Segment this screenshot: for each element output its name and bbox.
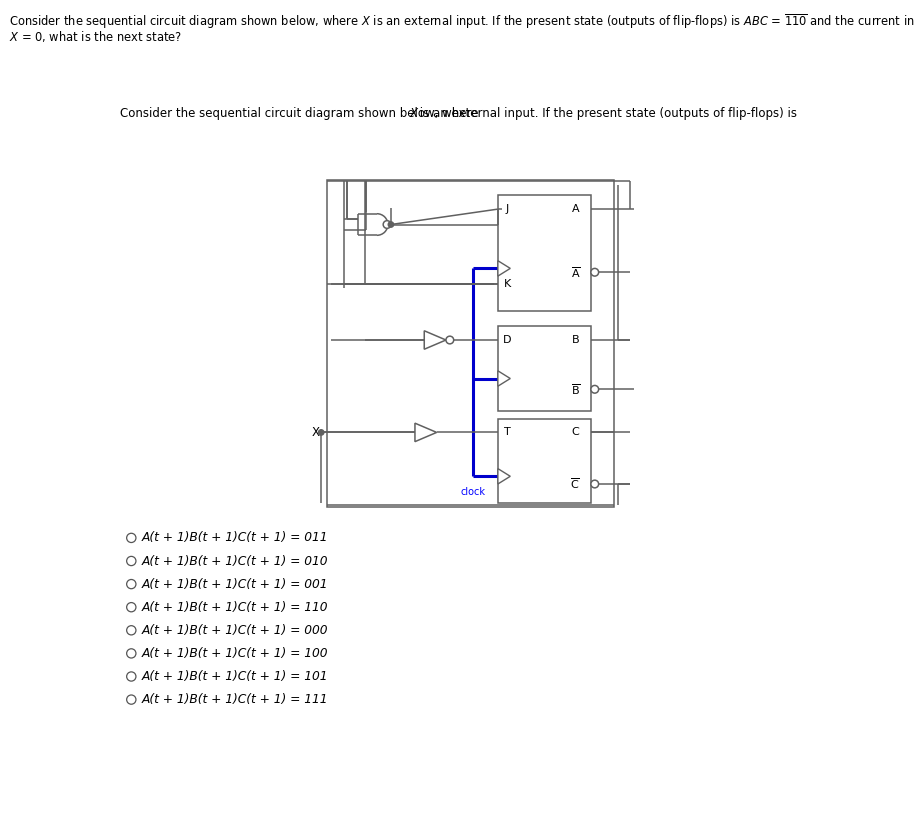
Text: A: A [571,204,579,215]
Polygon shape [415,423,437,441]
Circle shape [127,695,136,705]
Text: A(t + 1)B(t + 1)C(t + 1) = 101: A(t + 1)B(t + 1)C(t + 1) = 101 [142,670,328,683]
Circle shape [590,480,599,488]
Text: T: T [504,427,511,437]
Text: B: B [571,335,579,345]
Bar [498,418,590,503]
Circle shape [127,556,136,566]
Text: X: X [409,106,418,120]
Circle shape [388,222,394,227]
Text: A(t + 1)B(t + 1)C(t + 1) = 100: A(t + 1)B(t + 1)C(t + 1) = 100 [142,647,328,660]
Text: J: J [505,204,509,215]
Polygon shape [498,469,510,484]
Circle shape [590,385,599,394]
Polygon shape [498,261,510,276]
Text: Consider the sequential circuit diagram shown below, where: Consider the sequential circuit diagram … [121,106,483,120]
Circle shape [383,220,391,229]
Text: D: D [503,335,512,345]
Text: A(t + 1)B(t + 1)C(t + 1) = 000: A(t + 1)B(t + 1)C(t + 1) = 000 [142,624,328,637]
Circle shape [127,672,136,681]
Bar [327,180,614,507]
Text: A(t + 1)B(t + 1)C(t + 1) = 001: A(t + 1)B(t + 1)C(t + 1) = 001 [142,578,328,591]
Text: K: K [504,279,511,289]
Circle shape [446,336,453,344]
Polygon shape [498,370,510,386]
Bar [498,196,590,311]
Polygon shape [424,331,446,349]
Text: A(t + 1)B(t + 1)C(t + 1) = 010: A(t + 1)B(t + 1)C(t + 1) = 010 [142,554,328,568]
Circle shape [127,602,136,612]
Text: C: C [571,427,579,437]
Circle shape [318,430,324,435]
Circle shape [127,579,136,589]
Text: A(t + 1)B(t + 1)C(t + 1) = 110: A(t + 1)B(t + 1)C(t + 1) = 110 [142,601,328,614]
Text: Consider the sequential circuit diagram shown below, where $X$ is an external in: Consider the sequential circuit diagram … [9,12,914,31]
Text: is an external input. If the present state (outputs of flip-flops) is: is an external input. If the present sta… [416,106,801,120]
Text: $\overline{\mathrm{B}}$: $\overline{\mathrm{B}}$ [570,382,580,397]
Circle shape [127,625,136,635]
Circle shape [127,533,136,543]
Text: $\overline{\mathrm{A}}$: $\overline{\mathrm{A}}$ [570,265,580,280]
Text: A(t + 1)B(t + 1)C(t + 1) = 011: A(t + 1)B(t + 1)C(t + 1) = 011 [142,531,328,545]
Text: $\overline{\mathrm{C}}$: $\overline{\mathrm{C}}$ [570,477,580,492]
Text: A(t + 1)B(t + 1)C(t + 1) = 111: A(t + 1)B(t + 1)C(t + 1) = 111 [142,693,328,706]
Circle shape [590,268,599,276]
Circle shape [127,648,136,658]
Text: $X$ = 0, what is the next state?: $X$ = 0, what is the next state? [9,29,182,44]
Bar [498,326,590,411]
Text: X: X [312,426,320,439]
Text: clock: clock [461,487,485,497]
